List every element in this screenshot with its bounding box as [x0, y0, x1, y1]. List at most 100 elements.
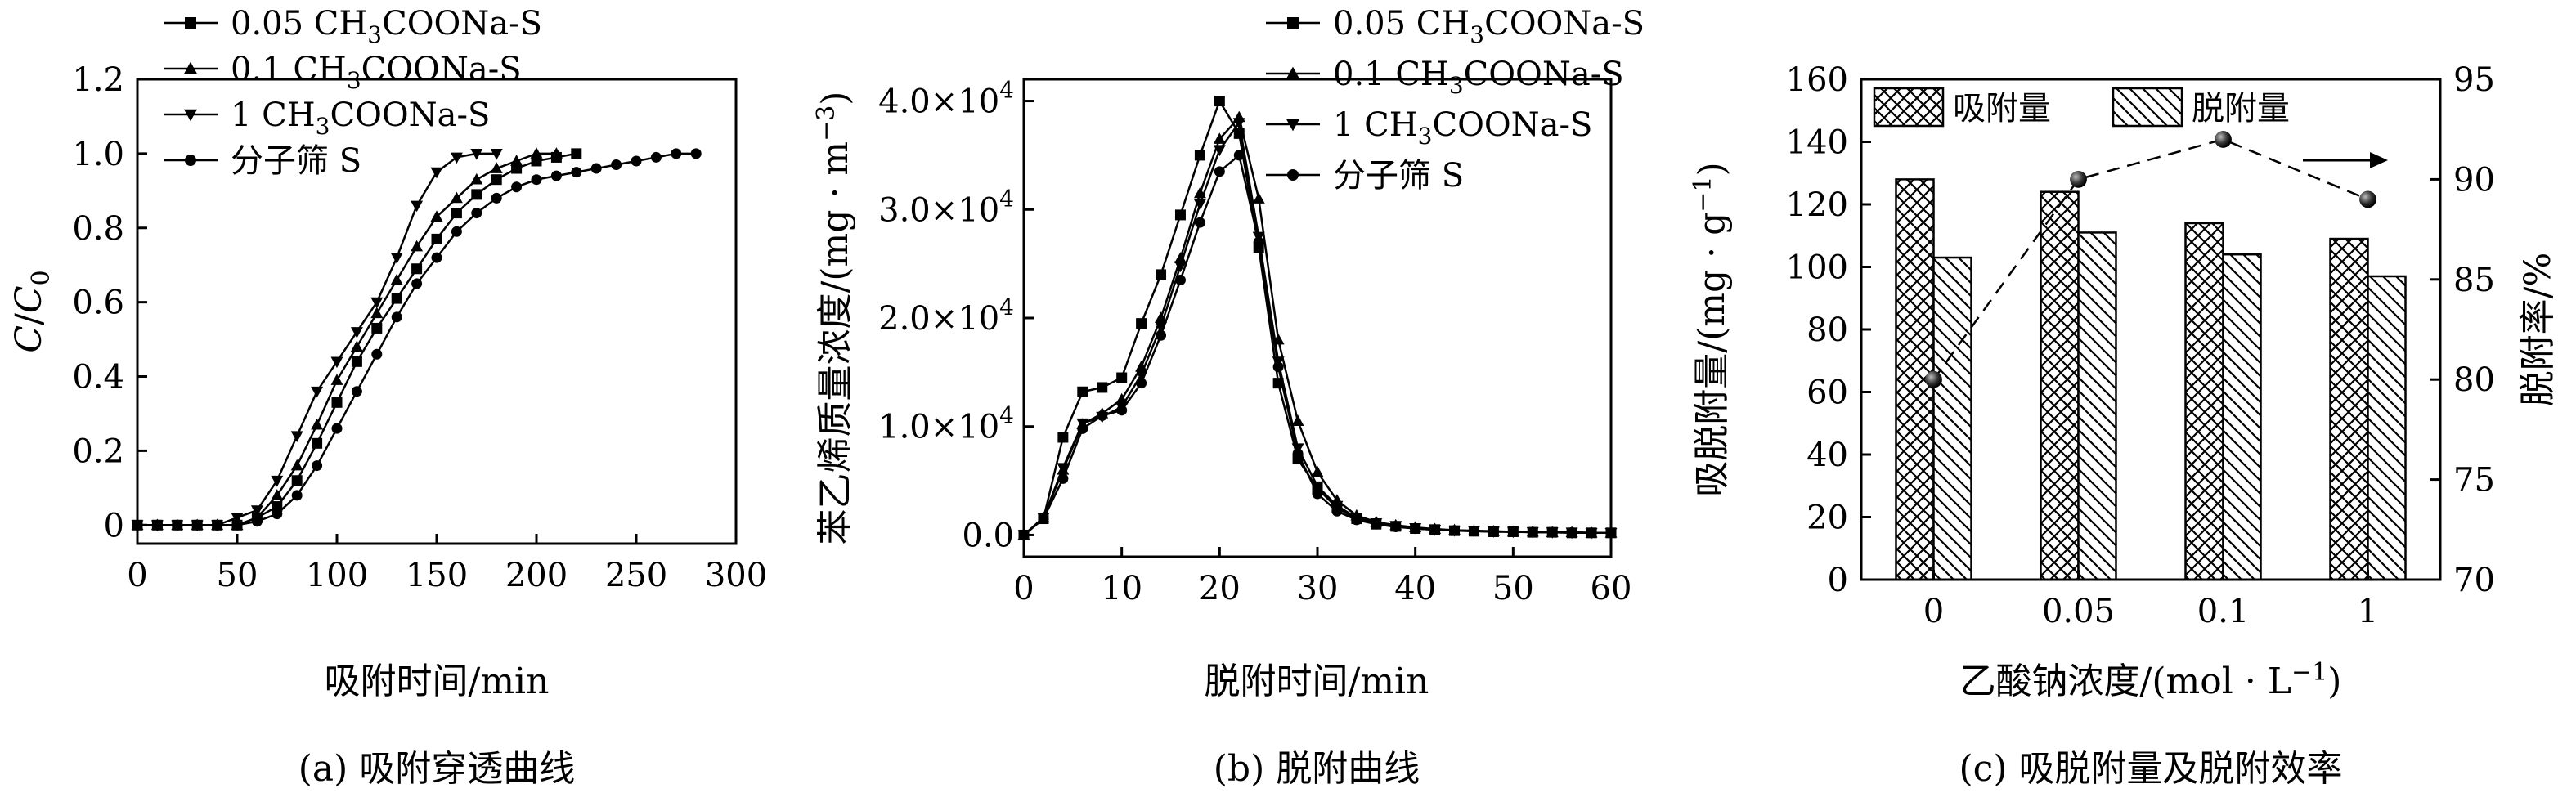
panel-b-point-1	[1311, 465, 1324, 477]
panel-b-point-0	[1116, 372, 1128, 383]
panel-a-point-1	[510, 155, 523, 166]
panel-c-rate-line	[1932, 138, 2368, 380]
right-arrow-icon	[2303, 152, 2388, 168]
panel-c-y-tick-label: 140	[1786, 124, 1848, 162]
panel-a-point-1	[530, 147, 543, 159]
panel-a-point-3	[611, 159, 622, 171]
panel-a-point-2	[411, 200, 424, 213]
panel-a-point-2	[271, 475, 284, 487]
panel-b-point-3	[1116, 405, 1128, 416]
panel-b-point-3	[1038, 513, 1049, 525]
panel-a-point-2	[370, 297, 384, 309]
panel-b-point-3	[1586, 527, 1597, 539]
panel-b-point-3	[1253, 236, 1264, 248]
panel-a-y-tick-label: 1.0	[72, 136, 124, 173]
panel-b-caption: (b) 脱附曲线	[1214, 748, 1420, 790]
panel-b-legend-label-1: 0.1 CH3COONa-S	[1333, 56, 1624, 99]
panel-a-point-0	[312, 437, 323, 449]
panel-c-x-tick-label: 1	[2358, 593, 2378, 630]
panel-a-point-2	[430, 167, 443, 179]
panel-a-x-axis-label: 吸附时间/min	[325, 661, 550, 702]
panel-a-point-3	[511, 181, 523, 193]
panel-a-point-0	[331, 397, 343, 408]
panel-a-point-3	[690, 148, 702, 159]
panel-b-point-1	[1174, 252, 1187, 263]
panel-b-x-tick-label: 20	[1199, 570, 1241, 607]
panel-a-x-tick-label: 300	[705, 557, 767, 594]
panel-b-point-3	[1312, 488, 1323, 500]
panel-a-point-1	[411, 240, 424, 252]
panel-b-point-3	[1233, 150, 1245, 161]
panel-a-point-1	[550, 147, 563, 159]
panel-b-point-0	[1194, 150, 1205, 161]
panel-c-y-tick-label: 80	[1806, 311, 1848, 349]
panel-a-point-2	[250, 505, 263, 517]
panel-c-bar-desorption	[1932, 256, 1972, 581]
panel-b-legend-marker-0	[1287, 17, 1299, 29]
panel-a-point-3	[132, 519, 143, 531]
panel-b-point-3	[1507, 526, 1519, 537]
panel-c-legend: 吸附量 脱附量	[1873, 87, 2290, 128]
panel-b-point-0	[1214, 96, 1225, 107]
panel-a-legend-label-3: 分子筛 S	[231, 142, 361, 180]
panel-a-point-3	[631, 155, 642, 167]
panel-a-series	[131, 147, 702, 532]
panel-b-point-0	[1174, 209, 1186, 221]
panel-c-rate-point	[1925, 370, 1942, 388]
panel-b-point-2	[1135, 370, 1148, 381]
panel-c-bar-chart: 0 0.05 0.1 1 0 20 40 60 80 100 120 140 160 70 75 80 85 90…	[1689, 61, 2559, 790]
panel-b-x-tick-label: 30	[1297, 570, 1339, 607]
panel-b-x-tick-label: 60	[1591, 570, 1632, 607]
panel-b-legend-label-0: 0.05 CH3COONa-S	[1333, 5, 1645, 48]
panel-c-rate-point	[2215, 131, 2232, 148]
panel-a-series-line-1	[137, 152, 557, 526]
panel-a-legend-marker-0	[185, 17, 196, 29]
panel-a-point-1	[290, 459, 303, 471]
panel-c-y-tick-label: 120	[1786, 186, 1848, 224]
panel-a-series-line-0	[137, 152, 577, 526]
panel-b-point-0	[1136, 318, 1147, 329]
panel-a-legend-label-0: 0.05 CH3COONa-S	[231, 5, 542, 48]
panel-b-point-3	[1488, 526, 1499, 537]
panel-b-point-3	[1194, 217, 1205, 228]
panel-a-point-0	[351, 356, 362, 367]
panel-c-rate-point	[2070, 171, 2087, 188]
panel-a-point-0	[431, 233, 442, 244]
panel-c-y-tick-label: 160	[1786, 61, 1848, 99]
panel-a-point-3	[491, 192, 502, 204]
panel-a-point-3	[231, 519, 243, 531]
panel-a-y-tick-label: 0	[104, 507, 124, 544]
panel-c-bar-desorption	[2077, 231, 2117, 581]
panel-c-y2-tick-label: 95	[2453, 61, 2495, 99]
panel-c-bar-adsorption	[2329, 237, 2369, 581]
panel-b-point-0	[1097, 382, 1108, 393]
panel-a-point-0	[471, 189, 482, 200]
panel-a-point-1	[350, 340, 363, 352]
panel-c-y-tick-label: 20	[1806, 500, 1848, 537]
panel-b-point-3	[1410, 522, 1421, 534]
panel-a-y-tick-label: 0.6	[72, 285, 124, 322]
panel-a-y-tick-label: 0.4	[72, 359, 124, 397]
panel-b-y-tick-label: 1.0×104	[878, 402, 1014, 446]
panel-b-point-3	[1390, 522, 1402, 532]
panel-a-caption: (a) 吸附穿透曲线	[298, 748, 576, 790]
panel-a-point-1	[490, 162, 503, 173]
panel-a-point-2	[311, 386, 324, 398]
panel-a-point-2	[231, 513, 244, 524]
panel-b-point-3	[1566, 526, 1577, 538]
panel-a-point-2	[450, 152, 463, 164]
panel-b-point-3	[1272, 361, 1284, 373]
panel-a-point-3	[671, 148, 682, 159]
panel-c-bar-adsorption	[2040, 190, 2080, 581]
panel-a-point-0	[272, 501, 283, 513]
panel-c-y2-axis-label: 脱附率/%	[2517, 253, 2559, 407]
panel-c-y-tick-label: 100	[1786, 249, 1848, 287]
panel-a-point-3	[191, 519, 203, 531]
panel-b-point-3	[1156, 329, 1167, 341]
panel-c-y2-tick-label: 80	[2453, 361, 2495, 399]
panel-b-point-2	[1174, 261, 1187, 273]
panel-a-legend-marker-3	[185, 155, 196, 166]
panel-c-legend-label-0: 吸附量	[1953, 90, 2051, 128]
panel-b-point-3	[1605, 527, 1617, 539]
panel-a-point-3	[371, 348, 383, 360]
